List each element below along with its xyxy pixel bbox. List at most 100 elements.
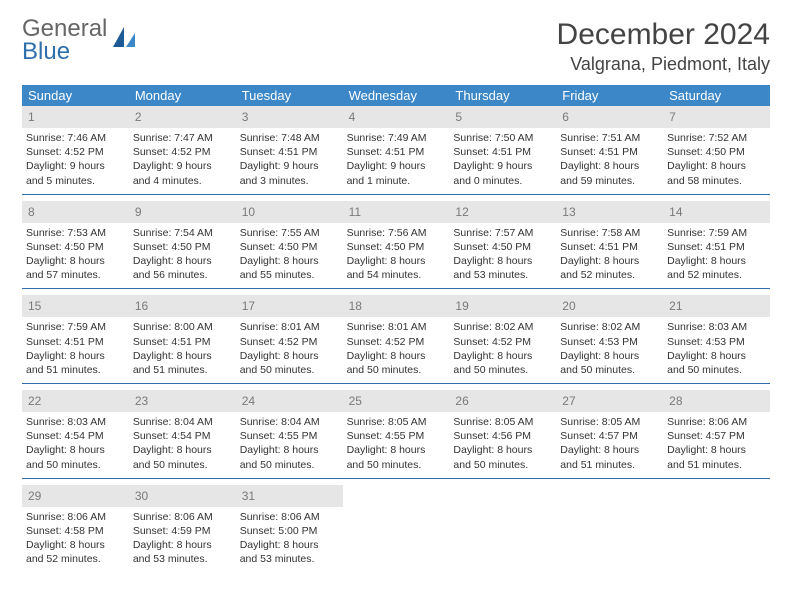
- daylight-line: Daylight: 9 hours: [347, 159, 446, 173]
- sunset-line: Sunset: 4:51 PM: [667, 240, 766, 254]
- day-number: 10: [242, 205, 255, 219]
- daynum-row: 21: [663, 295, 770, 317]
- sunrise-line: Sunrise: 8:06 AM: [133, 510, 232, 524]
- sunset-line: Sunset: 4:53 PM: [560, 335, 659, 349]
- day-cell: 22Sunrise: 8:03 AMSunset: 4:54 PMDayligh…: [22, 390, 129, 478]
- daylight-line: Daylight: 8 hours: [667, 159, 766, 173]
- daylight-line: Daylight: 8 hours: [133, 443, 232, 457]
- sunrise-line: Sunrise: 7:50 AM: [453, 131, 552, 145]
- day-cell: 5Sunrise: 7:50 AMSunset: 4:51 PMDaylight…: [449, 106, 556, 194]
- sunset-line: Sunset: 4:50 PM: [667, 145, 766, 159]
- daynum-row: 14: [663, 201, 770, 223]
- day-number: 22: [28, 394, 41, 408]
- daylight-line: and 56 minutes.: [133, 268, 232, 282]
- week-row: 1Sunrise: 7:46 AMSunset: 4:52 PMDaylight…: [22, 106, 770, 195]
- daylight-line: and 52 minutes.: [560, 268, 659, 282]
- daylight-line: and 58 minutes.: [667, 174, 766, 188]
- day-cell: 2Sunrise: 7:47 AMSunset: 4:52 PMDaylight…: [129, 106, 236, 194]
- day-header: Sunday: [22, 85, 129, 106]
- sunrise-line: Sunrise: 7:54 AM: [133, 226, 232, 240]
- logo-sail-icon: [111, 25, 137, 56]
- day-cell: 10Sunrise: 7:55 AMSunset: 4:50 PMDayligh…: [236, 201, 343, 289]
- sunrise-line: Sunrise: 8:04 AM: [133, 415, 232, 429]
- day-number: 9: [135, 205, 142, 219]
- daynum-row: 15: [22, 295, 129, 317]
- sunrise-line: Sunrise: 7:51 AM: [560, 131, 659, 145]
- daylight-line: Daylight: 8 hours: [133, 538, 232, 552]
- sunset-line: Sunset: 4:51 PM: [347, 145, 446, 159]
- daynum-row: 8: [22, 201, 129, 223]
- sunset-line: Sunset: 4:52 PM: [26, 145, 125, 159]
- day-cell: 7Sunrise: 7:52 AMSunset: 4:50 PMDaylight…: [663, 106, 770, 194]
- daylight-line: Daylight: 8 hours: [560, 443, 659, 457]
- daynum-row: 18: [343, 295, 450, 317]
- day-cell: 26Sunrise: 8:05 AMSunset: 4:56 PMDayligh…: [449, 390, 556, 478]
- day-header-row: Sunday Monday Tuesday Wednesday Thursday…: [22, 85, 770, 106]
- sunrise-line: Sunrise: 7:59 AM: [26, 320, 125, 334]
- day-cell: [343, 485, 450, 573]
- day-number: 18: [349, 299, 362, 313]
- month-title: December 2024: [557, 18, 770, 52]
- day-cell: 15Sunrise: 7:59 AMSunset: 4:51 PMDayligh…: [22, 295, 129, 383]
- daylight-line: and 53 minutes.: [453, 268, 552, 282]
- day-number: 19: [455, 299, 468, 313]
- daynum-row: 12: [449, 201, 556, 223]
- weeks-container: 1Sunrise: 7:46 AMSunset: 4:52 PMDaylight…: [22, 106, 770, 572]
- day-number: 31: [242, 489, 255, 503]
- sunrise-line: Sunrise: 7:55 AM: [240, 226, 339, 240]
- daynum-row: 26: [449, 390, 556, 412]
- daylight-line: and 3 minutes.: [240, 174, 339, 188]
- day-header: Wednesday: [343, 85, 450, 106]
- daynum-row: 31: [236, 485, 343, 507]
- day-header: Thursday: [449, 85, 556, 106]
- sunset-line: Sunset: 4:52 PM: [133, 145, 232, 159]
- daylight-line: Daylight: 8 hours: [667, 443, 766, 457]
- daynum-row: 28: [663, 390, 770, 412]
- day-number: 1: [28, 110, 35, 124]
- title-block: December 2024 Valgrana, Piedmont, Italy: [557, 18, 770, 75]
- day-number: 14: [669, 205, 682, 219]
- daylight-line: and 53 minutes.: [240, 552, 339, 566]
- sunrise-line: Sunrise: 7:48 AM: [240, 131, 339, 145]
- sunrise-line: Sunrise: 7:59 AM: [667, 226, 766, 240]
- daylight-line: Daylight: 8 hours: [347, 254, 446, 268]
- sunrise-line: Sunrise: 7:49 AM: [347, 131, 446, 145]
- day-cell: 6Sunrise: 7:51 AMSunset: 4:51 PMDaylight…: [556, 106, 663, 194]
- sunrise-line: Sunrise: 8:04 AM: [240, 415, 339, 429]
- daynum-row: 20: [556, 295, 663, 317]
- sunrise-line: Sunrise: 8:03 AM: [667, 320, 766, 334]
- sunset-line: Sunset: 4:51 PM: [240, 145, 339, 159]
- sunset-line: Sunset: 4:50 PM: [133, 240, 232, 254]
- daylight-line: and 50 minutes.: [453, 363, 552, 377]
- daylight-line: and 50 minutes.: [240, 458, 339, 472]
- daylight-line: and 53 minutes.: [133, 552, 232, 566]
- day-cell: 28Sunrise: 8:06 AMSunset: 4:57 PMDayligh…: [663, 390, 770, 478]
- daylight-line: Daylight: 8 hours: [347, 349, 446, 363]
- daylight-line: Daylight: 8 hours: [453, 443, 552, 457]
- daylight-line: and 54 minutes.: [347, 268, 446, 282]
- daylight-line: and 50 minutes.: [347, 458, 446, 472]
- day-header: Tuesday: [236, 85, 343, 106]
- daylight-line: and 5 minutes.: [26, 174, 125, 188]
- day-number: 11: [349, 205, 361, 219]
- daynum-row: 17: [236, 295, 343, 317]
- sunset-line: Sunset: 4:50 PM: [26, 240, 125, 254]
- daynum-row: 9: [129, 201, 236, 223]
- daylight-line: Daylight: 8 hours: [26, 254, 125, 268]
- sunset-line: Sunset: 4:54 PM: [133, 429, 232, 443]
- daylight-line: Daylight: 8 hours: [240, 538, 339, 552]
- day-number: 25: [349, 394, 362, 408]
- sunrise-line: Sunrise: 8:00 AM: [133, 320, 232, 334]
- day-number: 4: [349, 110, 356, 124]
- daylight-line: Daylight: 8 hours: [240, 349, 339, 363]
- day-cell: 20Sunrise: 8:02 AMSunset: 4:53 PMDayligh…: [556, 295, 663, 383]
- day-cell: 9Sunrise: 7:54 AMSunset: 4:50 PMDaylight…: [129, 201, 236, 289]
- day-cell: 19Sunrise: 8:02 AMSunset: 4:52 PMDayligh…: [449, 295, 556, 383]
- day-cell: 8Sunrise: 7:53 AMSunset: 4:50 PMDaylight…: [22, 201, 129, 289]
- daylight-line: Daylight: 8 hours: [560, 349, 659, 363]
- sunset-line: Sunset: 4:50 PM: [453, 240, 552, 254]
- day-cell: 21Sunrise: 8:03 AMSunset: 4:53 PMDayligh…: [663, 295, 770, 383]
- day-cell: 25Sunrise: 8:05 AMSunset: 4:55 PMDayligh…: [343, 390, 450, 478]
- daylight-line: Daylight: 8 hours: [240, 254, 339, 268]
- daylight-line: Daylight: 9 hours: [453, 159, 552, 173]
